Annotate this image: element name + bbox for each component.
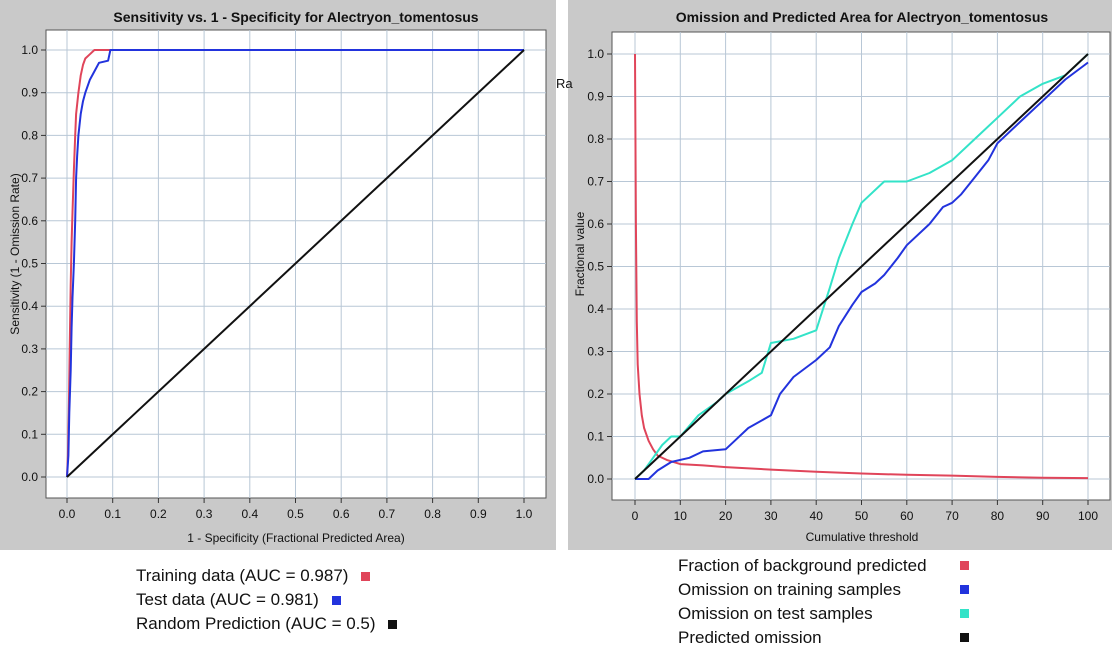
omission-series-omission-on-training-samples-line [635,61,1089,480]
omission-x-tick-label: 50 [855,509,869,523]
roc-x-tick-label: 0.7 [379,507,396,521]
legend-swatch-background [960,561,969,570]
legend-label-predicted-omission: Predicted omission [678,628,822,647]
omission-y-tick-label: 0.2 [587,387,604,401]
legend-swatch-omission-training [960,585,969,594]
legend-item-random: Random Prediction (AUC = 0.5) [136,612,398,636]
omission-x-tick-label: 70 [945,509,959,523]
roc-legend: Training data (AUC = 0.987) Test data (A… [136,564,398,636]
omission-x-tick-label: 40 [810,509,824,523]
roc-y-tick-label: 0.1 [21,427,38,441]
legend-item-test: Test data (AUC = 0.981) [136,588,397,612]
roc-x-tick-label: 0.6 [333,507,350,521]
omission-y-tick-label: 0.7 [587,175,604,189]
roc-y-tick-label: 0.7 [21,171,38,185]
omission-y-tick-label: 0.6 [587,217,604,231]
roc-series-test-data-auc-0-981-line [66,49,524,478]
legend-label-background: Fraction of background predicted [678,556,927,575]
omission-y-tick-label: 0.8 [587,132,604,146]
roc-y-tick-label: 0.2 [21,385,38,399]
legend-label-test: Test data (AUC = 0.981) [136,590,319,609]
omission-grid [612,32,1110,500]
legend-swatch-training [361,572,371,581]
omission-y-tick-label: 0.9 [587,90,604,104]
roc-x-tick-label: 0.2 [150,507,167,521]
roc-x-tick-label: 0.1 [104,507,121,521]
omission-y-tick-label: 0.1 [587,430,604,444]
roc-x-tick-label: 0.0 [59,507,76,521]
roc-x-tick-label: 0.4 [241,507,258,521]
roc-x-tick-label: 0.9 [470,507,487,521]
roc-y-tick-label: 0.0 [21,470,38,484]
omission-x-tick-label: 30 [764,509,778,523]
roc-x-axis-label: 1 - Specificity (Fractional Predicted Ar… [187,531,404,545]
roc-x-tick-label: 0.8 [424,507,441,521]
legend-item-training: Training data (AUC = 0.987) [136,564,397,588]
omission-right-label: Ra [556,76,573,91]
roc-axes: 0.0 0.1 0.2 0.3 0.4 0.5 0.6 0.7 0.8 0.9 1.0 0.0 0.1 0… [21,43,532,521]
omission-series [634,53,1089,480]
omission-series-omission-on-test-samples-line [634,53,1089,480]
legend-label-omission-test: Omission on test samples [678,604,873,623]
omission-x-tick-label: 60 [900,509,914,523]
roc-series [66,49,525,478]
omission-x-tick-label: 10 [674,509,688,523]
omission-axes: 0 10 20 30 40 50 60 70 80 90 100 0.0 0.1 0.2 0.3 0.4 0.5… [587,47,1098,523]
roc-y-tick-label: 0.5 [21,257,38,271]
legend-swatch-predicted-omission [960,633,969,642]
omission-title: Omission and Predicted Area for Alectryo… [676,9,1049,25]
legend-item-omission-test: Omission on test samples [678,602,978,626]
omission-x-tick-label: 20 [719,509,733,523]
roc-y-tick-label: 1.0 [21,43,38,57]
roc-y-tick-label: 0.6 [21,214,38,228]
roc-title: Sensitivity vs. 1 - Specificity for Alec… [113,9,478,25]
legend-swatch-random [388,620,398,629]
roc-y-axis-label: Sensitivity (1 - Omission Rate) [8,173,22,334]
legend-item-omission-training: Omission on training samples [678,578,978,602]
omission-y-tick-label: 1.0 [587,47,604,61]
roc-x-tick-label: 0.3 [196,507,213,521]
omission-y-tick-label: 0.4 [587,302,604,316]
legend-swatch-test [331,596,341,605]
legend-label-training: Training data (AUC = 0.987) [136,566,349,585]
omission-x-tick-label: 90 [1036,509,1050,523]
legend-label-random: Random Prediction (AUC = 0.5) [136,614,376,633]
roc-series-random-prediction-auc-0-5-line [66,49,525,478]
omission-y-tick-label: 0.0 [587,472,604,486]
legend-item-predicted-omission: Predicted omission [678,626,978,650]
roc-y-tick-label: 0.8 [21,128,38,142]
omission-x-tick-label: 80 [991,509,1005,523]
omission-y-tick-label: 0.3 [587,345,604,359]
roc-y-tick-label: 0.3 [21,342,38,356]
legend-label-omission-training: Omission on training samples [678,580,901,599]
omission-y-tick-label: 0.5 [587,260,604,274]
omission-x-axis-label: Cumulative threshold [806,530,919,544]
roc-x-tick-label: 0.5 [287,507,304,521]
omission-x-tick-label: 100 [1078,509,1098,523]
roc-x-tick-label: 1.0 [516,507,533,521]
omission-series-predicted-omission-line [634,53,1089,480]
omission-x-tick-label: 0 [632,509,639,523]
legend-swatch-omission-test [960,609,969,618]
omission-y-axis-label: Fractional value [573,211,587,296]
legend-item-background: Fraction of background predicted [678,554,978,578]
roc-y-tick-label: 0.9 [21,86,38,100]
roc-y-tick-label: 0.4 [21,299,38,313]
omission-legend: Fraction of background predicted Omissio… [678,554,978,650]
